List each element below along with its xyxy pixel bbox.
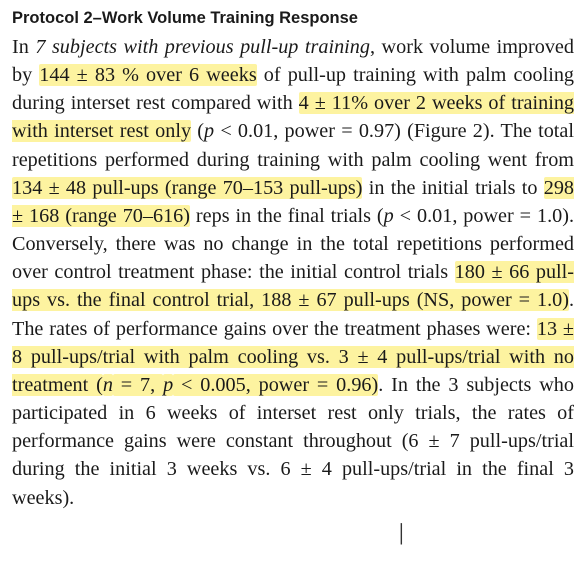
text-run: p <box>383 204 394 227</box>
highlighted-text: = 7, <box>112 373 164 396</box>
text-run: of pull-up training with palm cooling du… <box>12 64 575 115</box>
highlighted-text: 144 ± 83 % over 6 weeks <box>39 64 257 87</box>
text-run: reps in the final trials ( <box>190 204 384 227</box>
highlighted-text: 134 ± 48 pull-ups (range 70–153 pull-ups… <box>12 176 363 199</box>
text-cursor-icon: │ <box>396 524 407 545</box>
text-run: . In the 3 subjects who participated in … <box>12 373 574 509</box>
highlighted-text: p <box>163 373 174 396</box>
text-run: p <box>204 120 215 143</box>
text-run: . The rates of performance gains over th… <box>12 289 574 340</box>
section-heading: Protocol 2–Work Volume Training Response <box>12 9 358 27</box>
text-run: < 0.01, power = 1.0). Conversely, there … <box>12 204 574 284</box>
text-run: ( <box>191 120 204 143</box>
highlighted-text: < 0.005, power = 0.96) <box>173 373 379 396</box>
text-run: < 0.01, power = 0.97) (Figure 2). The to… <box>12 120 574 171</box>
body-paragraph[interactable]: In 7 subjects with previous pull-up trai… <box>12 33 575 512</box>
highlighted-text: n <box>102 373 113 396</box>
text-run: 7 subjects with previous pull-up trainin… <box>35 36 370 58</box>
text-run: In <box>12 36 36 58</box>
text-run: in the initial trials to <box>362 176 544 199</box>
text-run: , work volume improved by <box>12 36 574 87</box>
